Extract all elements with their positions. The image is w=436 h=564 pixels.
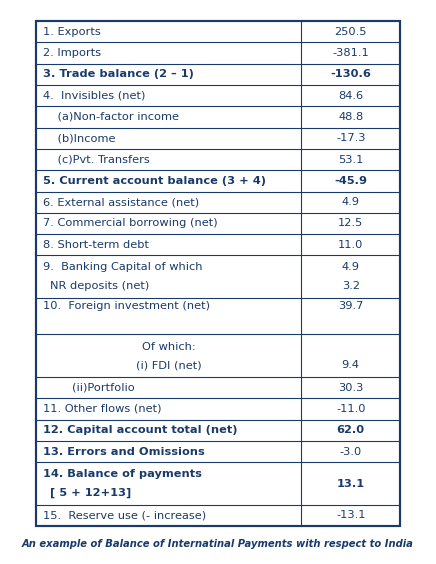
- Text: NR deposits (net): NR deposits (net): [51, 281, 150, 291]
- Text: 48.8: 48.8: [338, 112, 363, 122]
- Text: An example of Balance of Internatinal Payments with respect to India: An example of Balance of Internatinal Pa…: [22, 539, 414, 549]
- Text: 30.3: 30.3: [338, 382, 364, 393]
- Text: (ii)Portfolio: (ii)Portfolio: [43, 382, 135, 393]
- Text: 12.5: 12.5: [338, 218, 363, 228]
- Text: -17.3: -17.3: [336, 133, 365, 143]
- Text: 62.0: 62.0: [337, 425, 365, 435]
- Text: 8. Short-term debt: 8. Short-term debt: [43, 240, 149, 250]
- Text: 2. Imports: 2. Imports: [43, 48, 101, 58]
- Text: 4.9: 4.9: [342, 262, 360, 272]
- Text: 11. Other flows (net): 11. Other flows (net): [43, 404, 161, 414]
- Text: 7. Commercial borrowing (net): 7. Commercial borrowing (net): [43, 218, 218, 228]
- FancyBboxPatch shape: [36, 21, 400, 526]
- Text: 53.1: 53.1: [338, 155, 364, 165]
- Text: [ 5 + 12+13]: [ 5 + 12+13]: [51, 488, 132, 498]
- Text: 9.  Banking Capital of which: 9. Banking Capital of which: [43, 262, 202, 272]
- Text: 10.  Foreign investment (net): 10. Foreign investment (net): [43, 301, 210, 311]
- Text: 13.1: 13.1: [337, 478, 365, 488]
- Text: Of which:: Of which:: [142, 342, 196, 352]
- Text: (b)Income: (b)Income: [43, 133, 115, 143]
- Text: 15.  Reserve use (- increase): 15. Reserve use (- increase): [43, 510, 206, 521]
- Text: 14. Balance of payments: 14. Balance of payments: [43, 469, 202, 479]
- Text: (c)Pvt. Transfers: (c)Pvt. Transfers: [43, 155, 150, 165]
- Text: 1. Exports: 1. Exports: [43, 27, 101, 37]
- Text: 250.5: 250.5: [334, 27, 367, 37]
- Text: -130.6: -130.6: [330, 69, 371, 80]
- Text: -13.1: -13.1: [336, 510, 365, 521]
- Text: (a)Non-factor income: (a)Non-factor income: [43, 112, 179, 122]
- Text: -3.0: -3.0: [340, 447, 362, 456]
- Text: 12. Capital account total (net): 12. Capital account total (net): [43, 425, 237, 435]
- Text: 5. Current account balance (3 + 4): 5. Current account balance (3 + 4): [43, 176, 266, 186]
- Text: 3.2: 3.2: [342, 281, 360, 291]
- Text: -381.1: -381.1: [332, 48, 369, 58]
- Text: 4.9: 4.9: [342, 197, 360, 207]
- Text: 39.7: 39.7: [338, 301, 364, 311]
- Text: 9.4: 9.4: [342, 360, 360, 370]
- Text: 11.0: 11.0: [338, 240, 364, 250]
- Text: -11.0: -11.0: [336, 404, 365, 414]
- Text: (i) FDI (net): (i) FDI (net): [136, 360, 201, 370]
- Text: -45.9: -45.9: [334, 176, 367, 186]
- Text: 6. External assistance (net): 6. External assistance (net): [43, 197, 199, 207]
- Text: 84.6: 84.6: [338, 91, 363, 100]
- Text: 13. Errors and Omissions: 13. Errors and Omissions: [43, 447, 204, 456]
- Text: 3. Trade balance (2 – 1): 3. Trade balance (2 – 1): [43, 69, 194, 80]
- Text: 4.  Invisibles (net): 4. Invisibles (net): [43, 91, 145, 100]
